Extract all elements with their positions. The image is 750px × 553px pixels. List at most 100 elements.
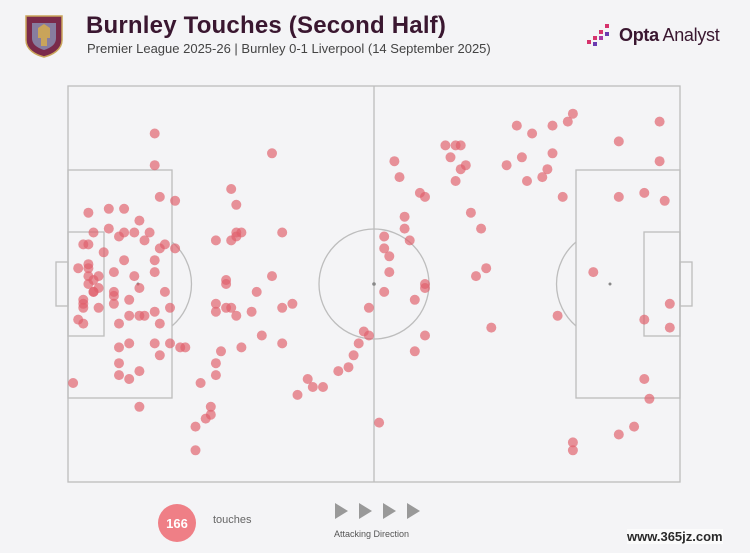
touch-point	[134, 401, 145, 412]
touch-point	[639, 187, 650, 198]
touch-point	[552, 310, 563, 321]
touch-point	[139, 235, 150, 246]
touch-point	[267, 271, 277, 282]
page-subtitle: Premier League 2025-26 | Burnley 0-1 Liv…	[87, 41, 491, 56]
touch-point	[103, 203, 114, 214]
touch-point	[114, 342, 124, 353]
touch-point	[124, 294, 135, 305]
touch-point	[460, 160, 471, 171]
touch-point	[210, 235, 221, 246]
touch-point	[557, 191, 568, 202]
touch-point	[170, 195, 181, 206]
touch-point	[455, 140, 466, 151]
touch-point	[516, 152, 527, 163]
touch-point	[353, 338, 364, 349]
watermark: www.365jz.com	[627, 529, 723, 544]
touch-point	[409, 346, 420, 357]
touch-point	[664, 298, 675, 309]
touch-point	[144, 227, 155, 238]
touch-count-badge: 166	[158, 504, 196, 542]
touch-point	[318, 382, 328, 392]
touch-point	[149, 338, 160, 349]
touch-point	[139, 310, 150, 321]
touch-point	[420, 191, 430, 202]
touch-point	[78, 294, 89, 305]
touch-point	[205, 409, 216, 420]
touch-point	[659, 195, 670, 206]
touch-point	[246, 306, 257, 317]
touch-point	[307, 382, 318, 392]
touch-point	[654, 116, 665, 127]
touch-point	[124, 338, 135, 349]
touch-point	[149, 128, 160, 139]
touch-point	[124, 374, 135, 384]
touch-point	[440, 140, 451, 151]
touch-point	[481, 263, 492, 274]
touch-point	[231, 199, 242, 210]
touch-point	[149, 255, 160, 266]
touch-point	[165, 302, 175, 313]
touch-point	[256, 330, 267, 341]
touch-point	[420, 283, 430, 293]
touch-point	[409, 294, 420, 305]
attacking-direction-arrows-icon	[335, 503, 420, 519]
touch-point	[210, 370, 221, 381]
touch-point	[542, 164, 553, 175]
touch-point	[108, 298, 119, 309]
touch-point	[149, 306, 160, 317]
touch-point	[83, 259, 94, 270]
touch-point	[93, 283, 104, 293]
centre-spot	[372, 282, 376, 286]
touch-point	[154, 318, 165, 329]
touch-point	[68, 378, 79, 388]
touch-point	[547, 120, 558, 131]
touch-point	[103, 223, 114, 234]
touch-point	[98, 247, 109, 258]
touch-point	[236, 227, 247, 238]
touch-point	[292, 389, 303, 400]
touch-point	[78, 318, 89, 329]
touch-point	[511, 120, 522, 131]
touch-point	[348, 350, 359, 361]
touch-point	[134, 283, 145, 293]
touch-point	[333, 366, 344, 377]
touch-point	[83, 207, 94, 218]
touch-point	[129, 227, 140, 238]
right-penalty-arc	[555, 241, 577, 327]
touch-point	[210, 358, 221, 369]
touch-point	[216, 346, 226, 357]
touch-point	[527, 128, 538, 139]
touch-point	[78, 302, 89, 313]
touch-point	[445, 152, 456, 163]
touch-point	[379, 243, 390, 254]
touch-point	[190, 421, 201, 432]
touch-point	[404, 235, 415, 246]
touch-point	[613, 191, 624, 202]
touch-point	[501, 160, 512, 171]
touch-points	[68, 108, 675, 456]
touch-point	[399, 211, 410, 222]
touch-point	[221, 279, 232, 289]
touch-point	[165, 338, 175, 349]
touch-point	[114, 358, 124, 369]
touch-point	[93, 302, 104, 313]
touch-point	[154, 350, 165, 361]
brand-logo: Opta Analyst	[587, 24, 720, 46]
touch-point	[588, 267, 599, 278]
touch-point	[226, 302, 237, 313]
touch-point	[88, 227, 99, 238]
touch-point	[394, 172, 405, 183]
touch-point	[108, 267, 119, 278]
touch-point	[644, 393, 655, 404]
touch-point	[129, 271, 140, 282]
attacking-direction-label: Attacking Direction	[334, 529, 410, 539]
touch-point	[277, 338, 288, 349]
touch-label: touches	[213, 514, 252, 526]
touch-point	[159, 286, 170, 297]
touch-point	[420, 330, 430, 341]
touch-point	[119, 203, 130, 214]
touch-point	[613, 429, 624, 440]
touch-point	[465, 207, 476, 218]
touch-point	[629, 421, 640, 432]
touch-point	[114, 370, 124, 381]
